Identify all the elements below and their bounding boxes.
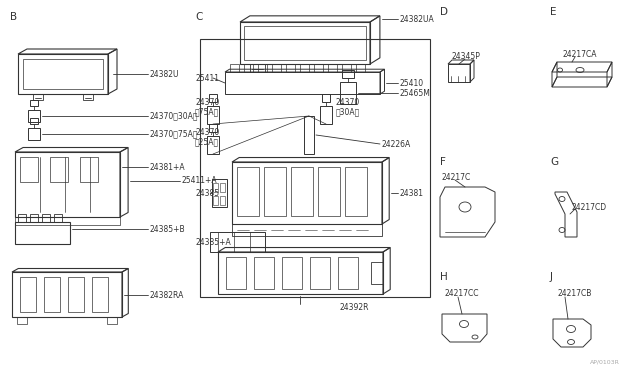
Text: 24381+A: 24381+A: [150, 163, 186, 171]
Text: 24370　75A、: 24370 75A、: [150, 129, 198, 138]
Text: 24382UA: 24382UA: [400, 15, 435, 23]
Text: AP/0103R: AP/0103R: [590, 359, 620, 364]
Text: 24226A: 24226A: [382, 140, 412, 148]
Text: D: D: [440, 7, 448, 17]
Text: 25A、: 25A、: [195, 138, 219, 147]
Text: 24345P: 24345P: [452, 51, 481, 61]
Text: 24382RA: 24382RA: [150, 291, 184, 299]
Text: C: C: [195, 12, 202, 22]
Text: 24370: 24370: [195, 97, 220, 106]
Text: 24217CB: 24217CB: [558, 289, 593, 298]
Text: 30A、: 30A、: [336, 108, 360, 116]
Text: 75A、: 75A、: [195, 108, 220, 116]
Text: 24217CC: 24217CC: [445, 289, 479, 298]
Text: 24370: 24370: [336, 97, 360, 106]
Text: 24392R: 24392R: [340, 304, 369, 312]
Text: 24385+B: 24385+B: [150, 224, 186, 234]
Text: 25465M: 25465M: [400, 89, 431, 97]
Text: 24370: 24370: [195, 128, 220, 137]
Text: 25410: 25410: [400, 78, 424, 87]
Text: 25411+A: 25411+A: [182, 176, 218, 185]
Text: 24381: 24381: [400, 189, 424, 198]
Text: 24370　30A、: 24370 30A、: [150, 112, 198, 121]
Text: 24382U: 24382U: [150, 70, 179, 78]
Text: 24217C: 24217C: [442, 173, 471, 182]
Text: J: J: [550, 272, 553, 282]
Text: E: E: [550, 7, 557, 17]
Text: G: G: [550, 157, 558, 167]
Text: B: B: [10, 12, 17, 22]
Text: 24385: 24385: [195, 189, 219, 198]
Text: 24385+A: 24385+A: [195, 237, 231, 247]
Text: F: F: [440, 157, 446, 167]
Text: H: H: [440, 272, 448, 282]
Text: 24217CA: 24217CA: [563, 49, 598, 58]
Text: 25411: 25411: [195, 74, 219, 83]
Text: 24217CD: 24217CD: [572, 202, 607, 212]
